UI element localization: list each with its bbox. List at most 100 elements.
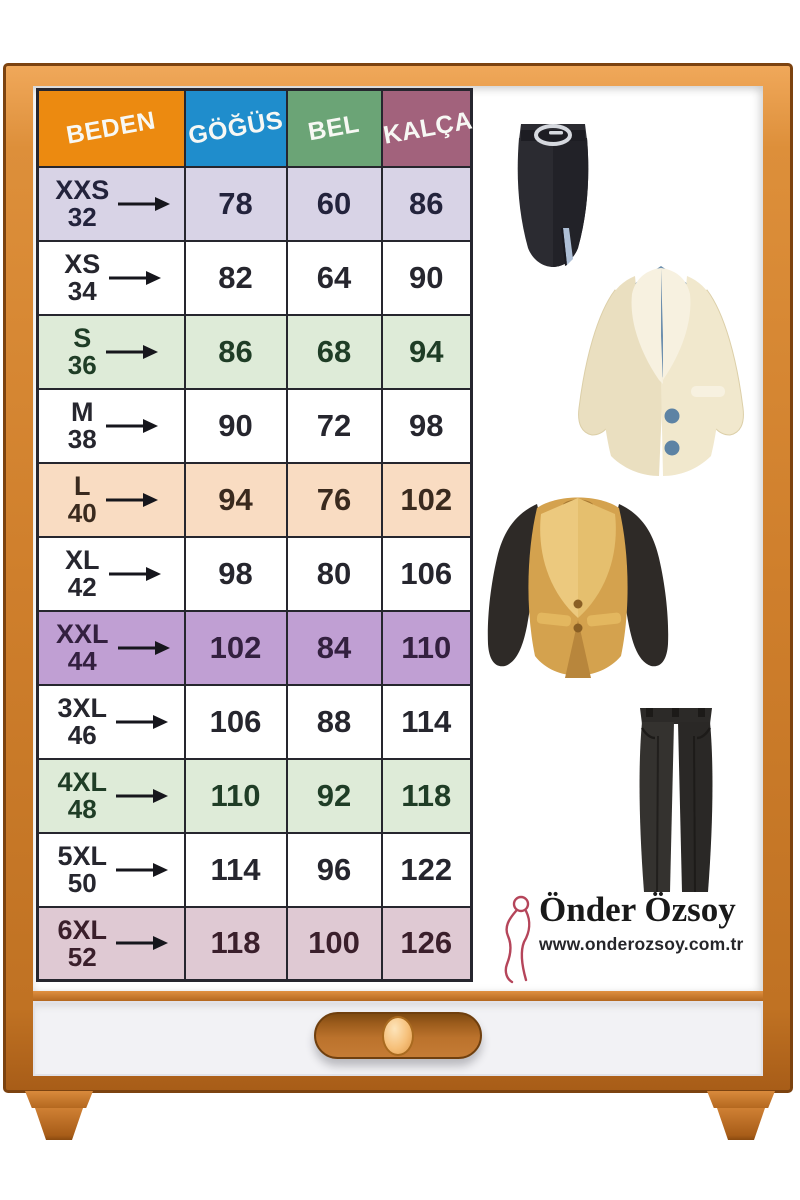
chest-value: 86 — [183, 313, 288, 390]
arrow-right-icon — [117, 640, 170, 655]
size-label: XXS — [55, 175, 110, 205]
header-row: BEDEN GÖĞÜS BEL KALÇA — [36, 88, 474, 168]
chest-value: 106 — [183, 683, 288, 760]
hip-value: 118 — [380, 757, 473, 834]
waist-value: 72 — [285, 387, 383, 464]
header-gogus: GÖĞÜS — [183, 88, 288, 168]
chest-value: 94 — [183, 461, 288, 538]
hip-value: 86 — [380, 165, 473, 242]
arrow-right-icon — [109, 270, 162, 285]
size-number: 48 — [67, 794, 97, 824]
arrow-right-icon — [118, 196, 171, 211]
size-number: 36 — [67, 350, 97, 380]
table-row: M 38 90 72 98 — [36, 387, 473, 464]
arrow-right-icon — [116, 714, 169, 729]
size-label: L — [73, 471, 91, 501]
table-row: L 40 94 76 102 — [36, 461, 473, 538]
size-number: 46 — [67, 720, 97, 750]
size-chart-table: BEDEN GÖĞÜS BEL KALÇA XXS 32 — [36, 88, 474, 982]
table-row: 6XL 52 118 100 126 — [36, 905, 473, 982]
size-label: 6XL — [57, 914, 108, 945]
table-row: XS 34 82 64 90 — [36, 239, 473, 316]
wardrobe-cabinet: BEDEN GÖĞÜS BEL KALÇA XXS 32 — [3, 63, 793, 1093]
hip-value: 114 — [380, 683, 473, 760]
arrow-right-icon — [105, 344, 158, 359]
cabinet-main-panel: BEDEN GÖĞÜS BEL KALÇA XXS 32 — [33, 86, 763, 991]
table-row: 3XL 46 106 88 114 — [36, 683, 473, 760]
hip-value: 102 — [380, 461, 473, 538]
hip-value: 90 — [380, 239, 473, 316]
brand-logo: Önder Özsoy www.onderozsoy.com.tr — [499, 890, 761, 984]
woman-silhouette-icon — [504, 895, 531, 984]
drawer-handle — [314, 1012, 482, 1059]
size-label: M — [70, 397, 94, 427]
table-row: XL 42 98 80 106 — [36, 535, 473, 612]
size-number: 32 — [67, 202, 97, 232]
size-number: 40 — [67, 498, 97, 528]
chest-value: 110 — [183, 757, 288, 834]
arrow-right-icon — [116, 862, 169, 877]
size-label: S — [73, 323, 92, 353]
header-kalca: KALÇA — [380, 88, 474, 168]
chest-value: 78 — [183, 165, 288, 242]
waist-value: 84 — [285, 609, 383, 686]
arrow-right-icon — [116, 936, 169, 951]
size-label: XXL — [55, 619, 109, 649]
hip-value: 110 — [380, 609, 473, 686]
hip-value: 98 — [380, 387, 473, 464]
hip-value: 106 — [380, 535, 473, 612]
size-number: 42 — [67, 572, 97, 602]
arrow-right-icon — [116, 788, 169, 803]
waist-value: 76 — [285, 461, 383, 538]
header-beden: BEDEN — [36, 88, 186, 168]
brand-name: Önder Özsoy — [539, 890, 736, 929]
size-number: 38 — [67, 424, 97, 454]
brand-website: www.onderozsoy.com.tr — [539, 933, 744, 954]
cabinet-leg-right — [707, 1091, 775, 1140]
table-row: 5XL 50 114 96 122 — [36, 831, 473, 908]
waist-value: 60 — [285, 165, 383, 242]
waist-value: 88 — [285, 683, 383, 760]
arrow-right-icon — [105, 418, 158, 433]
chest-value: 118 — [183, 905, 288, 982]
cabinet-drawer — [33, 1001, 763, 1076]
tan-jacket-image — [487, 497, 669, 678]
hip-value: 94 — [380, 313, 473, 390]
size-label: XL — [64, 545, 100, 575]
table-row: XXL 44 102 84 110 — [36, 609, 473, 686]
size-label: 4XL — [57, 767, 108, 797]
waist-value: 100 — [285, 905, 383, 982]
trousers-image — [639, 708, 713, 893]
size-label: 3XL — [57, 693, 108, 723]
table-row: 4XL 48 110 92 118 — [36, 757, 473, 834]
waist-value: 92 — [285, 757, 383, 834]
arrow-right-icon — [105, 492, 158, 507]
cabinet-divider — [33, 991, 763, 1001]
hip-value: 122 — [380, 831, 473, 908]
table-row: S 36 86 68 94 — [36, 313, 473, 390]
waist-value: 64 — [285, 239, 383, 316]
table-row: XXS 32 78 60 86 — [36, 165, 473, 242]
hip-value: 126 — [380, 905, 473, 982]
chest-value: 82 — [183, 239, 288, 316]
size-chart-body: XXS 32 78 60 86 XS — [36, 165, 473, 982]
chest-value: 114 — [183, 831, 288, 908]
size-number: 34 — [67, 276, 97, 306]
chest-value: 98 — [183, 535, 288, 612]
cream-jacket-image — [578, 266, 744, 476]
chest-value: 90 — [183, 387, 288, 464]
chest-value: 102 — [183, 609, 288, 686]
waist-value: 80 — [285, 535, 383, 612]
waist-value: 68 — [285, 313, 383, 390]
size-number: 44 — [67, 646, 97, 676]
arrow-right-icon — [108, 566, 161, 581]
waist-value: 96 — [285, 831, 383, 908]
size-label: XS — [64, 249, 101, 279]
cabinet-leg-left — [25, 1091, 93, 1140]
size-number: 50 — [67, 868, 97, 898]
size-label: 5XL — [57, 841, 108, 871]
size-number: 52 — [67, 941, 97, 972]
skirt-image — [517, 124, 589, 267]
drawer-knob — [382, 1015, 414, 1056]
header-bel: BEL — [285, 88, 383, 168]
